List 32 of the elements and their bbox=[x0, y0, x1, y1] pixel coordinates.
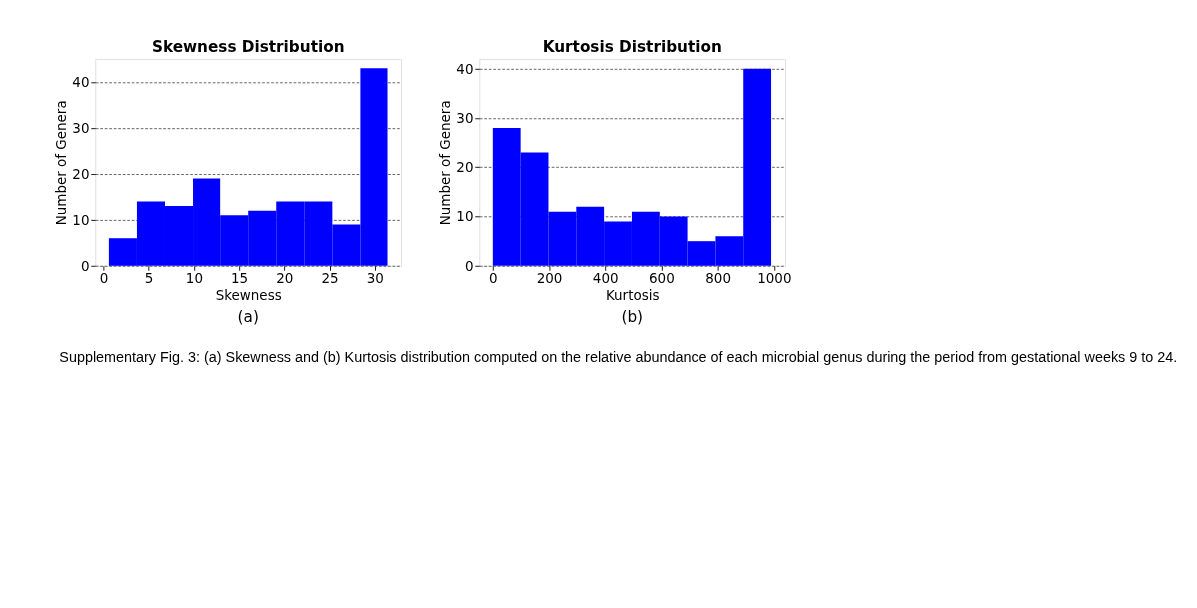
y-tick-label: 40 bbox=[72, 73, 90, 90]
x-tick-label: 15 bbox=[231, 270, 249, 287]
y-tick-label: 0 bbox=[80, 257, 90, 274]
y-axis-title: Number of Genera bbox=[53, 100, 70, 226]
text: (b) bbox=[621, 308, 644, 327]
text: Supplementary Fig. 3: (a) Skewness and (b) Kurtosis distribution computed on the relative abundance of each microbial genus during the period from gestational weeks 9 to 24. bbox=[59, 349, 1178, 366]
text: (a) bbox=[237, 308, 259, 327]
x-tick-label: 0 bbox=[99, 270, 109, 287]
x-tick-label: 20 bbox=[276, 270, 294, 287]
y-tick-label: 30 bbox=[456, 110, 474, 126]
y-tick-label: 20 bbox=[72, 165, 90, 182]
chart-title: Skewness Distribution bbox=[151, 37, 345, 56]
x-tick-label: 400 bbox=[592, 270, 619, 287]
y-tick-label: 10 bbox=[456, 208, 474, 225]
x-tick-label: 25 bbox=[321, 270, 339, 287]
x-axis-title: Kurtosis bbox=[605, 287, 660, 304]
y-axis-title: Number of Genera bbox=[437, 100, 454, 226]
y-tick-label: 30 bbox=[72, 119, 90, 136]
x-tick-label: 200 bbox=[536, 270, 563, 287]
x-tick-label: 0 bbox=[488, 270, 498, 287]
x-tick-label: 10 bbox=[185, 270, 203, 287]
x-tick-label: 1000 bbox=[757, 270, 792, 287]
x-tick-label: 30 bbox=[366, 270, 384, 287]
y-tick-label: 0 bbox=[464, 257, 474, 274]
x-tick-label: 5 bbox=[144, 270, 154, 287]
y-tick-label: 10 bbox=[72, 211, 90, 228]
x-tick-label: 800 bbox=[705, 270, 731, 287]
chart-title: Kurtosis Distribution bbox=[542, 37, 722, 56]
y-tick-label: 20 bbox=[456, 159, 474, 176]
y-tick-label: 40 bbox=[456, 60, 474, 77]
x-tick-label: 600 bbox=[649, 270, 675, 287]
x-axis-title: Skewness bbox=[215, 287, 282, 304]
